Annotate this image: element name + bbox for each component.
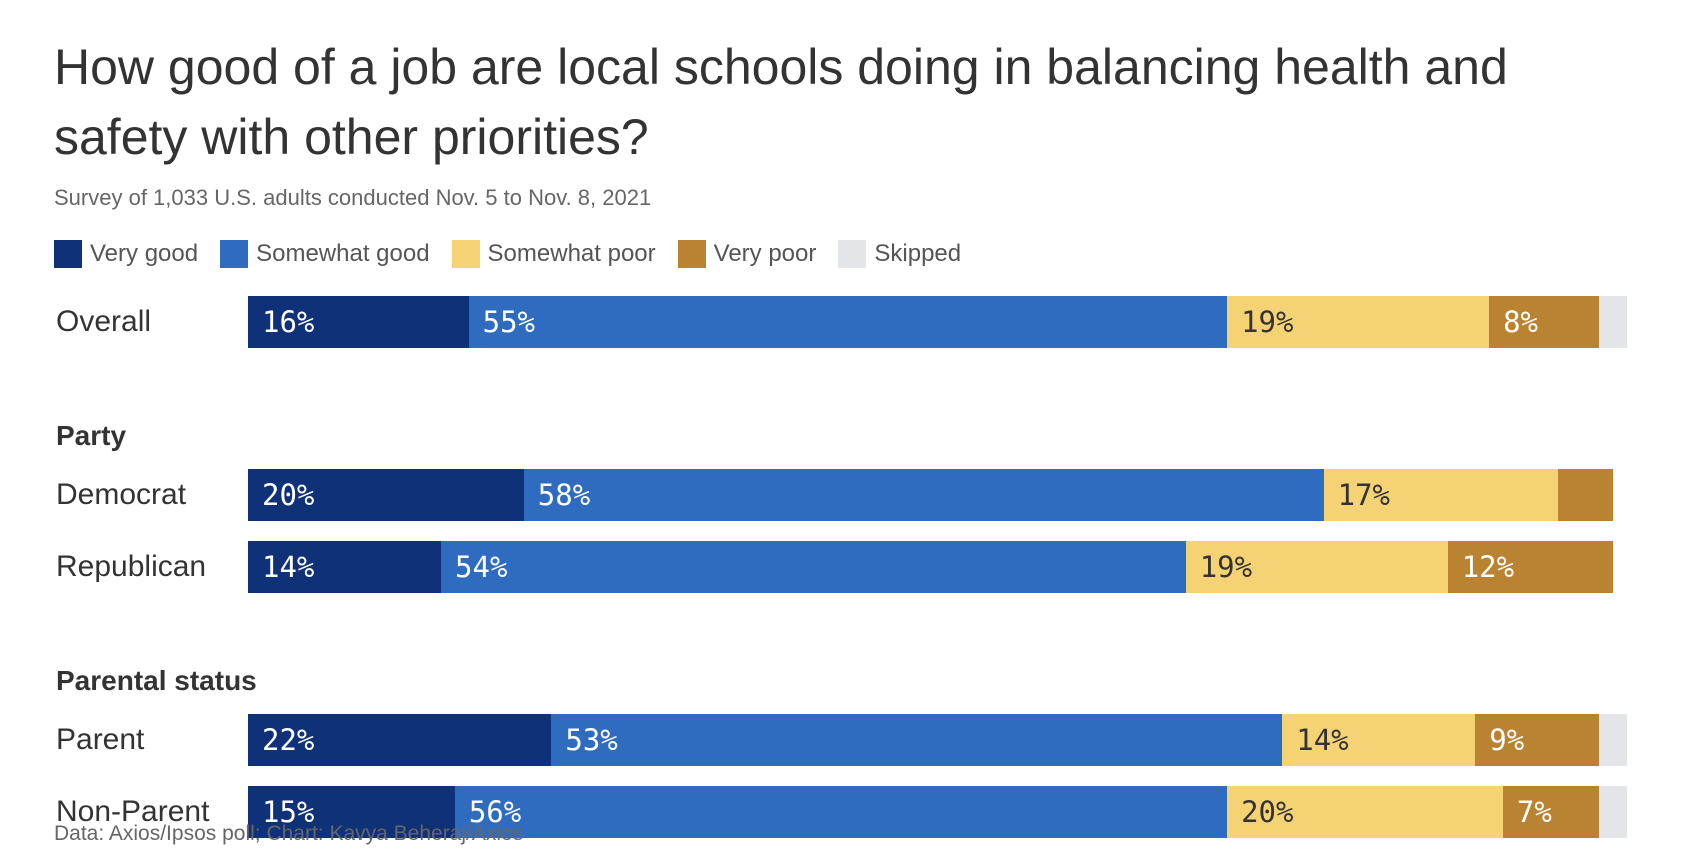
legend: Very good Somewhat good Somewhat poor Very … (54, 240, 983, 268)
legend-swatch (220, 240, 249, 268)
source-note: Data: Axios/Ipsos poll; Chart: Kavya Beh… (54, 822, 524, 845)
data-label: 19% (1199, 550, 1253, 584)
row-label: Republican (56, 550, 207, 583)
bar-segment-somewhat-poor: 19% (1227, 296, 1490, 348)
bar-segment-very-good: 16% (248, 296, 469, 348)
data-label: 56% (468, 795, 522, 829)
data-label: 7% (1516, 795, 1552, 829)
row-label: Democrat (56, 478, 187, 511)
bar-segment-skipped (1599, 786, 1627, 838)
data-label: 14% (1296, 723, 1349, 757)
bar-segment-somewhat-poor: 20% (1227, 786, 1503, 838)
data-label: 12% (1461, 550, 1515, 584)
legend-item: Skipped (838, 240, 961, 268)
data-label: 17% (1337, 478, 1390, 512)
data-label: 14% (262, 550, 315, 584)
row-label: Non-Parent (56, 795, 210, 828)
legend-label: Skipped (874, 240, 962, 267)
legend-swatch (451, 240, 480, 268)
legend-item: Somewhat good (220, 240, 430, 268)
data-label: 53% (565, 723, 618, 757)
legend-label: Somewhat good (256, 240, 430, 267)
bar-segment-very-good: 15% (248, 786, 455, 838)
bar-segment-somewhat-good: 55% (468, 296, 1228, 348)
group-label: Parental status (56, 665, 257, 696)
legend-label: Very good (90, 240, 199, 267)
data-label: 20% (1241, 795, 1294, 829)
legend-label: Somewhat poor (487, 240, 656, 267)
stacked-bar: 15% 56% 20% 7% (248, 786, 1627, 838)
legend-item: Very poor (677, 240, 817, 268)
data-label: 54% (455, 550, 508, 584)
stacked-bar: 14% 54% 19% 12% (248, 541, 1614, 593)
data-label: 22% (262, 723, 315, 757)
legend-item: Very good (54, 240, 198, 268)
data-label: 9% (1489, 723, 1525, 757)
legend-label: Very poor (713, 240, 817, 267)
bar-segment-somewhat-poor: 19% (1185, 541, 1448, 593)
bar-segment-somewhat-poor: 17% (1323, 469, 1559, 521)
bar-segment-somewhat-good: 53% (551, 714, 1283, 766)
bar-segment-somewhat-good: 56% (454, 786, 1228, 838)
chart-subtitle: Survey of 1,033 U.S. adults conducted No… (54, 185, 652, 210)
chart-title: How good of a job are local schools doin… (54, 39, 1508, 165)
bar-segment-very-poor: 12% (1447, 541, 1614, 593)
data-label: 15% (262, 795, 315, 829)
legend-swatch (838, 240, 867, 268)
bar-segment-very-good: 14% (248, 541, 442, 593)
group-label: Party (56, 420, 127, 451)
stacked-bar: 20% 58% 17% (248, 469, 1614, 521)
data-label: 55% (482, 305, 536, 339)
bar-segment-very-good: 22% (248, 714, 552, 766)
bar-segment-very-poor (1558, 469, 1614, 521)
bar-segment-skipped (1599, 714, 1627, 766)
row-label: Overall (56, 305, 152, 338)
bar-segment-very-poor: 8% (1489, 296, 1600, 348)
legend-item: Somewhat poor (451, 240, 656, 268)
bar-segment-very-good: 20% (248, 469, 524, 521)
bar-segment-skipped (1599, 296, 1627, 348)
data-label: 58% (537, 478, 591, 512)
bar-segment-very-poor: 7% (1502, 786, 1600, 838)
bar-segment-somewhat-poor: 14% (1282, 714, 1476, 766)
bar-segment-very-poor: 9% (1475, 714, 1600, 766)
legend-swatch (677, 240, 706, 268)
data-label: 8% (1503, 305, 1538, 339)
bar-segment-somewhat-good: 58% (523, 469, 1324, 521)
legend-swatch (54, 240, 82, 268)
bar-segment-somewhat-good: 54% (441, 541, 1186, 593)
stacked-bar: 22% 53% 14% 9% (248, 714, 1627, 766)
data-label: 20% (262, 478, 315, 512)
stacked-bar: 16% 55% 19% 8% (248, 296, 1627, 348)
row-label: Parent (56, 723, 145, 756)
data-label: 16% (262, 305, 315, 339)
data-label: 19% (1241, 305, 1294, 339)
